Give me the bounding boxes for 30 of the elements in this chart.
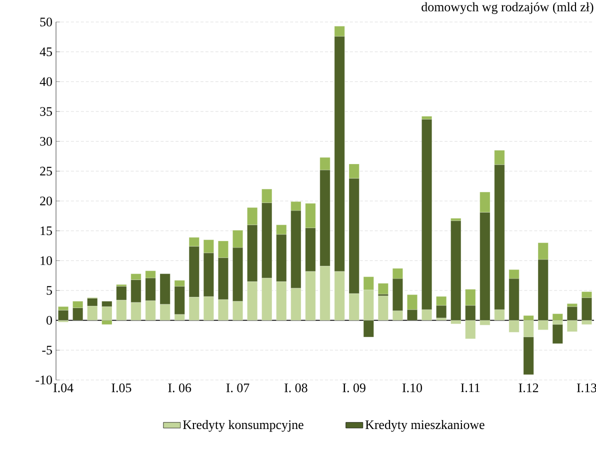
y-tick-label: 10 [40,256,52,266]
x-tick-label: I.13 [576,384,596,392]
x-tick-label: I.11 [460,384,480,392]
bar [552,324,563,344]
x-tick-label: I. 06 [168,384,192,392]
y-tick-label: 25 [40,166,52,176]
x-tick-label: I.05 [112,384,132,392]
y-tick-label: 50 [40,18,52,26]
legend-label: Kredyty mieszkaniowe [365,420,484,432]
x-tick-label: I.12 [518,384,538,392]
y-tick-label: 20 [40,196,52,206]
x-tick-label: I.04 [53,384,74,392]
y-tick-label: 15 [40,226,52,236]
y-tick-label: 45 [40,47,52,56]
bar [552,314,563,320]
legend-label: Kredyty konsumpcyjne [182,420,304,432]
y-tick-label: -5 [42,346,52,354]
y-tick-label: 5 [46,286,52,295]
y-tick-label: 40 [40,77,52,86]
x-tick-label: I. 08 [284,384,308,392]
bar [58,310,68,320]
x-tick-label: I.10 [402,384,422,392]
y-tick-label: -10 [36,376,52,384]
y-tick-label: 0 [46,316,52,325]
x-tick-label: I. 09 [342,384,366,392]
y-tick-label: 30 [40,136,52,146]
x-tick-label: I. 07 [226,384,250,392]
bar [450,220,462,320]
chart-title: domowych wg rodzajów (mld zł) [422,2,594,14]
y-tick-label: 35 [40,107,52,116]
